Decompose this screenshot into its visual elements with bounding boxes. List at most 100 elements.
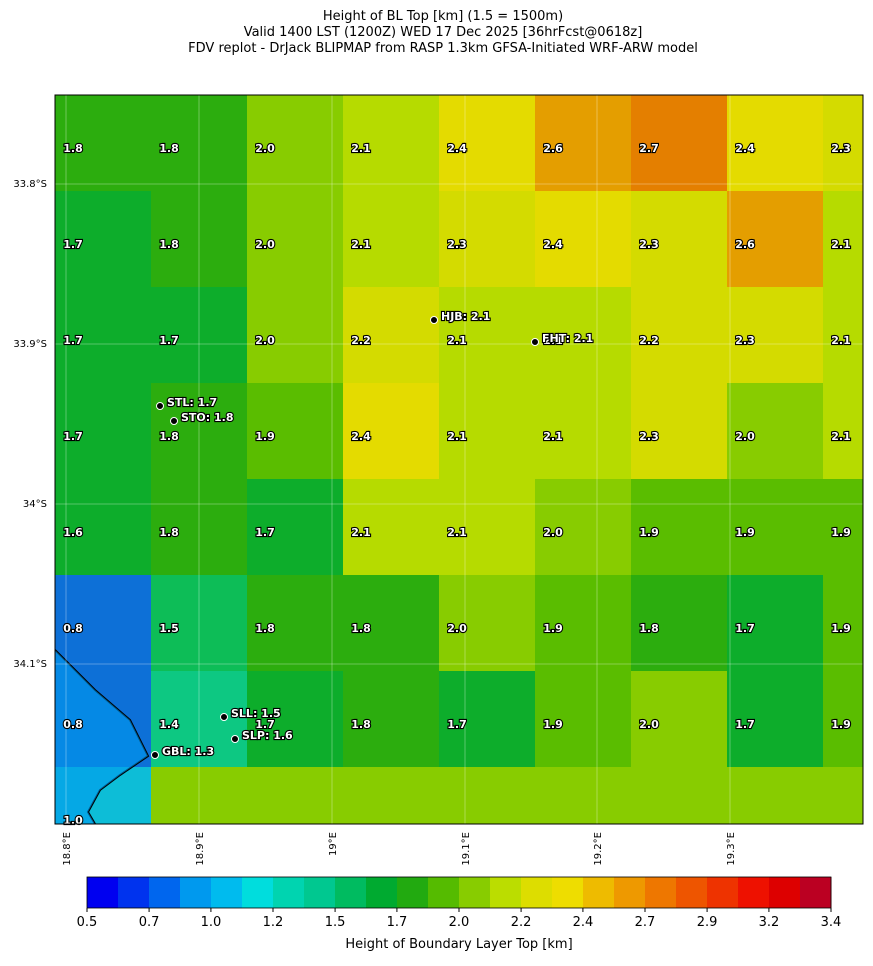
bl-cell bbox=[247, 671, 343, 767]
bl-cell bbox=[55, 287, 151, 383]
colorbar-segment bbox=[118, 877, 150, 908]
grid-value-label: 2.3 bbox=[735, 334, 755, 347]
bl-cell bbox=[727, 95, 823, 191]
colorbar-tick-label: 2.2 bbox=[511, 915, 532, 930]
bl-cell bbox=[727, 383, 823, 479]
grid-value-label: 2.0 bbox=[543, 526, 563, 539]
title-line: Valid 1400 LST (1200Z) WED 17 Dec 2025 [… bbox=[244, 25, 643, 40]
grid-value-label: 1.7 bbox=[447, 718, 467, 731]
bl-cell bbox=[439, 671, 535, 767]
grid-value-label: 1.6 bbox=[63, 526, 83, 539]
station-label: FHT: 2.1 bbox=[542, 332, 593, 345]
grid-value-label: 2.2 bbox=[351, 334, 371, 347]
station-marker bbox=[220, 713, 228, 721]
colorbar-tick-label: 3.2 bbox=[759, 915, 780, 930]
bl-cell bbox=[343, 479, 439, 575]
colorbar-tick-label: 1.7 bbox=[387, 915, 408, 930]
grid-value-label: 2.1 bbox=[831, 334, 851, 347]
colorbar-segment bbox=[242, 877, 274, 908]
colorbar-segment bbox=[769, 877, 801, 908]
grid-value-label: 2.4 bbox=[543, 238, 563, 251]
bl-cell bbox=[55, 575, 151, 671]
bl-cell bbox=[55, 95, 151, 191]
colorbar-segment bbox=[645, 877, 677, 908]
bl-cell bbox=[343, 95, 439, 191]
grid-value-label: 2.1 bbox=[351, 142, 371, 155]
colorbar-tick-label: 1.2 bbox=[263, 915, 284, 930]
lat-label: 34°S bbox=[23, 499, 47, 510]
grid-value-label: 2.4 bbox=[351, 430, 371, 443]
grid-value-label: 2.7 bbox=[639, 142, 659, 155]
bl-cell bbox=[535, 671, 631, 767]
colorbar-tick-label: 0.7 bbox=[139, 915, 160, 930]
grid-value-label: 1.9 bbox=[831, 622, 851, 635]
grid-value-label: 1.8 bbox=[255, 622, 275, 635]
colorbar-tick-label: 1.0 bbox=[201, 915, 222, 930]
grid-value-label: 2.0 bbox=[447, 622, 467, 635]
bl-cell bbox=[343, 671, 439, 767]
bl-cell bbox=[343, 287, 439, 383]
grid-value-label: 1.8 bbox=[159, 238, 179, 251]
bl-cell bbox=[631, 383, 727, 479]
colorbar-segment bbox=[304, 877, 336, 908]
bl-cell bbox=[535, 575, 631, 671]
bl-cell bbox=[823, 287, 863, 383]
grid-value-label: 1.7 bbox=[735, 718, 755, 731]
colorbar-tick-label: 2.0 bbox=[449, 915, 470, 930]
grid-value-label: 1.7 bbox=[63, 238, 83, 251]
bl-cell bbox=[727, 575, 823, 671]
bl-cell bbox=[439, 479, 535, 575]
bl-cell bbox=[823, 575, 863, 671]
bl-cell bbox=[151, 479, 247, 575]
station-marker bbox=[170, 417, 178, 425]
colorbar-segment bbox=[273, 877, 305, 908]
bl-cell bbox=[631, 95, 727, 191]
bl-cell bbox=[439, 191, 535, 287]
bl-cell bbox=[343, 191, 439, 287]
lat-label: 33.8°S bbox=[13, 179, 47, 190]
station-marker bbox=[231, 735, 239, 743]
grid-value-label: 2.6 bbox=[543, 142, 563, 155]
grid-value-label: 2.1 bbox=[351, 526, 371, 539]
station-label: STO: 1.8 bbox=[181, 411, 234, 424]
bl-cell bbox=[823, 95, 863, 191]
bl-cell bbox=[631, 287, 727, 383]
bl-cell bbox=[727, 671, 823, 767]
grid-value-label: 2.1 bbox=[831, 238, 851, 251]
grid-value-label: 1.9 bbox=[831, 718, 851, 731]
grid-value-label: 1.8 bbox=[159, 142, 179, 155]
station-label: STL: 1.7 bbox=[167, 396, 217, 409]
bl-cell bbox=[439, 95, 535, 191]
grid-value-label: 1.9 bbox=[735, 526, 755, 539]
grid-value-label: 2.4 bbox=[447, 142, 467, 155]
grid-value-label: 1.9 bbox=[543, 718, 563, 731]
grid-value-label: 1.0 bbox=[63, 814, 83, 827]
bl-cell bbox=[151, 287, 247, 383]
bl-cell bbox=[151, 383, 247, 479]
grid-value-label: 1.7 bbox=[255, 718, 275, 731]
grid-value-label: 2.2 bbox=[639, 334, 659, 347]
grid-value-label: 2.0 bbox=[255, 142, 275, 155]
station-label: SLL: 1.5 bbox=[231, 707, 281, 720]
bl-cell bbox=[151, 671, 247, 767]
grid-value-label: 0.8 bbox=[63, 718, 83, 731]
grid-value-label: 2.3 bbox=[639, 238, 659, 251]
station-label: SLP: 1.6 bbox=[242, 729, 293, 742]
grid-value-label: 2.0 bbox=[255, 334, 275, 347]
colorbar-segment bbox=[180, 877, 212, 908]
bl-cell bbox=[823, 671, 863, 767]
bl-cell bbox=[151, 575, 247, 671]
grid-value-label: 1.9 bbox=[831, 526, 851, 539]
lon-label: 19.1°E bbox=[461, 832, 472, 866]
colorbar-segment bbox=[614, 877, 646, 908]
colorbar-segment bbox=[707, 877, 739, 908]
grid-value-label: 1.8 bbox=[63, 142, 83, 155]
bl-cell bbox=[55, 191, 151, 287]
grid-value-label: 2.1 bbox=[831, 430, 851, 443]
grid-value-label: 2.3 bbox=[831, 142, 851, 155]
colorbar-segment bbox=[459, 877, 491, 908]
lon-label: 19.3°E bbox=[726, 832, 737, 866]
station-marker bbox=[151, 751, 159, 759]
colorbar-segment bbox=[211, 877, 243, 908]
station-label: HJB: 2.1 bbox=[441, 310, 490, 323]
